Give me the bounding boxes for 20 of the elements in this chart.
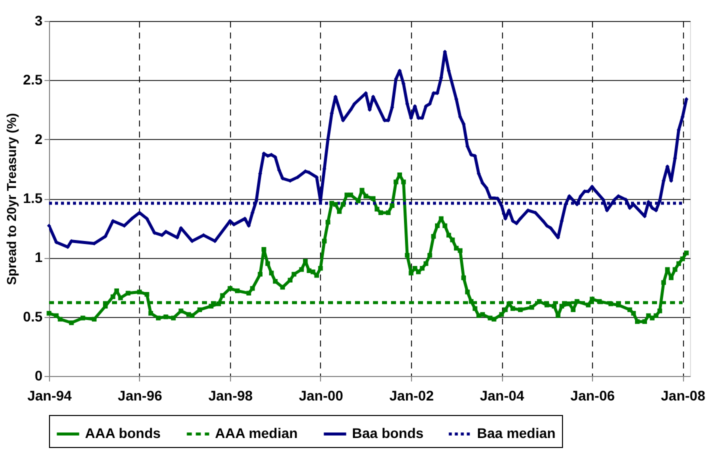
y-tick-label: 1 xyxy=(34,249,43,266)
y-axis-title: Spread to 20yr Treasury (%) xyxy=(4,113,20,285)
x-tick-label: Jan-98 xyxy=(208,388,253,404)
y-tick-label: 1.5 xyxy=(23,190,43,206)
legend-label: AAA bonds xyxy=(85,425,161,441)
y-tick-label: 0 xyxy=(34,368,43,384)
y-tick-label: 3 xyxy=(34,12,43,28)
y-tick-label: 2 xyxy=(34,130,43,147)
x-tick-label: Jan-04 xyxy=(480,388,524,404)
x-tick-label: Jan-08 xyxy=(660,388,706,404)
y-tick-label: 2.5 xyxy=(23,72,43,88)
x-tick-label: Jan-96 xyxy=(118,388,162,404)
legend-label: Baa median xyxy=(477,425,556,441)
x-tick-label: Jan-00 xyxy=(298,388,344,404)
legend-label: Baa bonds xyxy=(352,425,424,441)
y-tick-label: 0.5 xyxy=(23,308,43,324)
x-tick-label: Jan-06 xyxy=(570,388,615,404)
legend-label: AAA median xyxy=(215,425,298,441)
x-tick-label: Jan-02 xyxy=(389,388,434,404)
x-tick-label: Jan-94 xyxy=(27,388,72,404)
